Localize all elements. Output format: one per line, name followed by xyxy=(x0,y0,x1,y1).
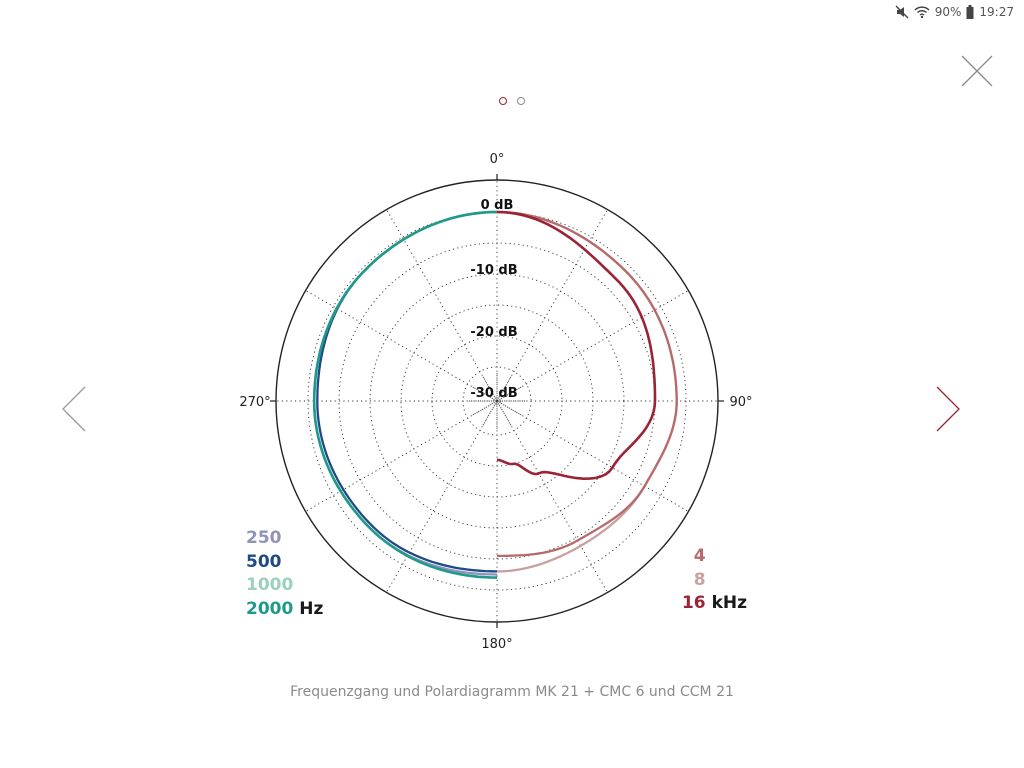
ring-label-30: -30 dB xyxy=(470,386,517,401)
legend-item-250: 250 xyxy=(246,528,282,548)
clock: 19:27 xyxy=(979,5,1014,19)
curve-8khz xyxy=(496,210,678,573)
ring-label-20: -20 dB xyxy=(470,325,517,340)
grid-spoke xyxy=(305,290,522,416)
grid-ring xyxy=(369,273,625,529)
wifi-icon xyxy=(914,5,930,19)
grid-spoke xyxy=(386,376,512,593)
ring-label-0: 0 dB xyxy=(481,198,514,213)
grid-spoke xyxy=(386,209,512,426)
curve-16khz xyxy=(496,210,657,480)
status-bar: 90% 19:27 xyxy=(895,0,1024,24)
grid-ring xyxy=(307,211,687,591)
previous-button[interactable] xyxy=(60,384,88,434)
curve-4khz xyxy=(496,210,678,558)
chevron-left-icon xyxy=(62,386,86,432)
legend-item-4k: 4 kHz xyxy=(693,546,706,566)
legend-item-8k: 8 kHz xyxy=(693,569,706,590)
legend-unit-hz: Hz xyxy=(299,598,324,619)
battery-icon xyxy=(966,5,974,19)
battery-level: 90% xyxy=(934,5,962,19)
legend-item-16k: 16 kHz xyxy=(681,593,747,613)
close-icon xyxy=(961,55,993,87)
mute-icon xyxy=(895,5,909,19)
grid-spoke xyxy=(482,376,608,593)
page-dot-2[interactable] xyxy=(517,97,525,105)
grid-ring xyxy=(431,335,563,467)
ring-label-10: -10 dB xyxy=(470,263,517,278)
chevron-right-icon xyxy=(936,386,960,432)
polar-labels: 0° 90° 180° 270° 0 dB -10 dB -20 dB -30 … xyxy=(239,152,752,652)
polar-curves xyxy=(312,210,678,579)
page-dot-1[interactable] xyxy=(499,97,507,105)
grid-ring xyxy=(338,242,656,560)
next-button[interactable] xyxy=(934,384,962,434)
angle-label-270: 270° xyxy=(239,395,270,410)
grid-spoke xyxy=(472,290,689,416)
legend-unit-khz: kHz xyxy=(711,593,747,613)
grid-spoke xyxy=(482,209,608,426)
legend-item-1000: 1000 xyxy=(246,575,294,595)
angle-label-90: 90° xyxy=(729,395,752,410)
grid-spoke xyxy=(472,386,689,512)
angle-label-180: 180° xyxy=(481,637,512,652)
grid-spoke xyxy=(305,386,522,512)
curve-2000hz xyxy=(312,210,498,579)
angle-label-0: 0° xyxy=(490,152,505,167)
grid-ring xyxy=(462,366,532,436)
legend-item-500: 500 xyxy=(246,551,282,572)
legend-low-frequencies: 250 500 1000 2000 Hz xyxy=(246,527,323,621)
legend-high-frequencies: 4 kHz 8 kHz 16 kHz xyxy=(682,545,747,616)
legend-item-2000: 2000 Hz xyxy=(246,598,324,619)
close-button[interactable] xyxy=(956,50,998,92)
page-indicator xyxy=(0,97,1024,105)
figure-caption: Frequenzgang und Polardiagramm MK 21 + C… xyxy=(290,684,734,700)
